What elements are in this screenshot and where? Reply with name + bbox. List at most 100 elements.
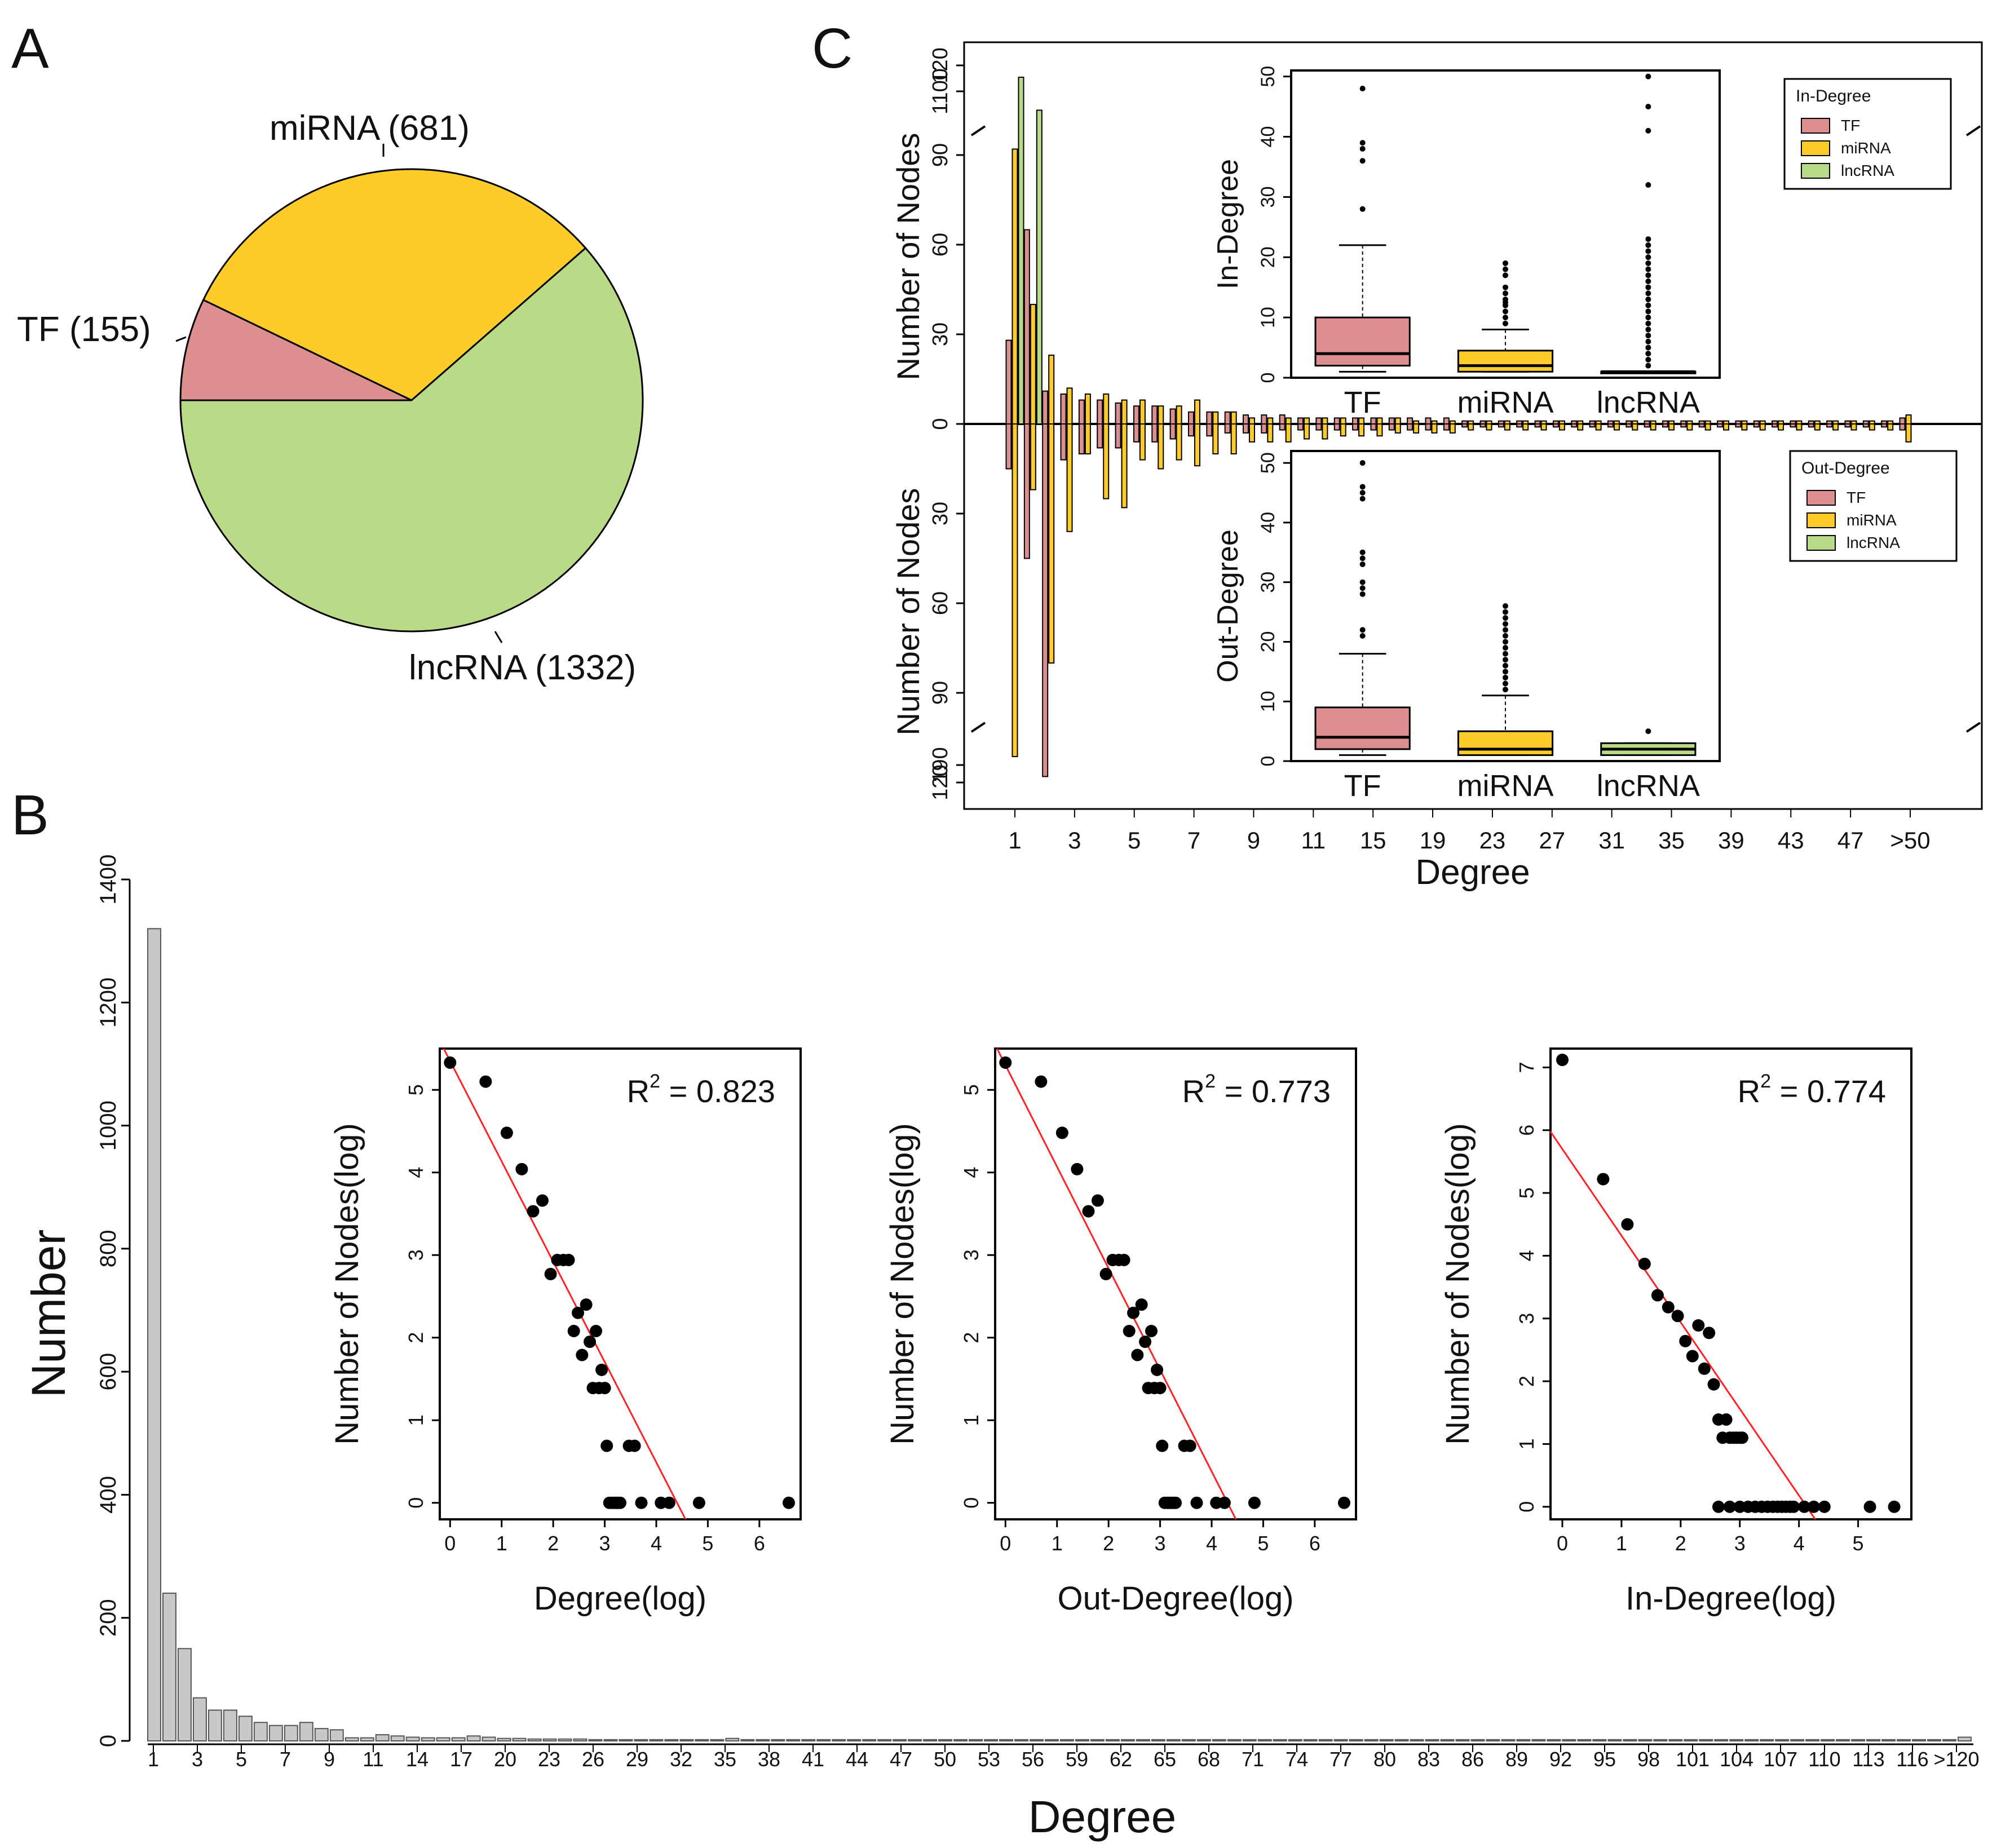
scatter-y-tick-label: 0 [960, 1497, 983, 1509]
hist-bar [436, 1737, 450, 1742]
mirror-bar-bottom [1078, 423, 1085, 454]
hist-bar [1105, 1739, 1120, 1741]
box-outlier [1359, 460, 1366, 466]
mirror-bar-top [1261, 414, 1267, 425]
scatter-point [500, 1126, 513, 1139]
box-outlier [1359, 627, 1366, 633]
scatter-point [572, 1306, 585, 1319]
hist-bar [1775, 1739, 1790, 1741]
mirror-bar-bottom [1394, 423, 1401, 434]
hist-bar [1090, 1739, 1105, 1741]
hist-bar [1501, 1739, 1516, 1741]
mirror-bar-top [1176, 405, 1182, 425]
hist-bar [1440, 1739, 1455, 1741]
scatter-y-tick-label: 1 [960, 1414, 983, 1426]
scatter-y-tick-label: 1 [1515, 1438, 1538, 1449]
scatter-x-tick-label: 0 [444, 1532, 456, 1555]
scatter-frame [994, 1047, 1357, 1520]
box-outlier [1359, 158, 1366, 164]
box-outlier [1645, 254, 1651, 260]
mirror-bar-bottom [1261, 423, 1267, 434]
scatter-point [1679, 1334, 1692, 1347]
box-x-label: TF [1344, 386, 1381, 419]
hist-bar [1805, 1739, 1820, 1741]
legend-swatch-mirna [1801, 140, 1830, 156]
box-y-tick-label: 0 [1257, 373, 1279, 383]
box-body-tf [1314, 316, 1411, 367]
legend-label: miRNA [1847, 511, 1897, 529]
hist-bar [1942, 1739, 1956, 1741]
mirror-bar-top [1023, 229, 1030, 425]
scatter-point [1720, 1413, 1733, 1426]
legend-swatch-lncrna [1806, 535, 1836, 551]
hist-bar [1562, 1739, 1576, 1741]
axis-break-mark [970, 125, 986, 136]
hist-bar [177, 1648, 192, 1741]
box-outlier [1503, 651, 1508, 657]
box-outlier [1503, 674, 1508, 680]
mirror-y-tick-label: 90 [929, 143, 952, 167]
mirror-bar-bottom [1103, 423, 1110, 499]
hist-bar [360, 1737, 374, 1742]
axis-break-mark [1965, 722, 1981, 733]
axis-break-mark [970, 722, 986, 733]
scatter-x-tick-label: 5 [702, 1532, 713, 1555]
mirror-bar-top [1097, 399, 1103, 425]
hist-bar [862, 1739, 877, 1741]
hist-bar [1531, 1739, 1546, 1741]
hist-bar [1958, 1736, 1972, 1741]
mirror-bar-bottom [1844, 423, 1851, 428]
mirror-y-tick-label: 1100 [929, 68, 952, 114]
scatter-point [1135, 1298, 1148, 1311]
hist-bar [1577, 1739, 1592, 1741]
r-squared-value: = 0.774 [1771, 1073, 1886, 1109]
mirror-y-tick-label: 0 [929, 418, 952, 430]
hist-bar [634, 1739, 648, 1741]
hist-bar [1212, 1739, 1226, 1741]
scatter-point [1787, 1500, 1800, 1513]
box-y-tick-label: 30 [1257, 572, 1279, 593]
scatter-point [1698, 1362, 1711, 1375]
scatter-point [1139, 1336, 1152, 1349]
scatter-point [1091, 1194, 1104, 1207]
hist-bar [771, 1739, 785, 1741]
mirror-bar-bottom [1558, 423, 1565, 431]
hist-bar [1836, 1739, 1850, 1741]
hist-bar [1790, 1739, 1805, 1741]
hist-x-tick-label: 83 [1417, 1748, 1440, 1771]
hist-bar [1912, 1739, 1927, 1741]
box-outlier [1645, 104, 1651, 110]
mirror-bar-bottom [1230, 423, 1237, 454]
scatter-point [1723, 1500, 1736, 1513]
mirror-bar-bottom [1243, 423, 1249, 434]
mirror-y-tick-label: 120 [929, 764, 952, 800]
box-outlier [1645, 272, 1651, 278]
hist-bar [1486, 1739, 1500, 1741]
hist-bar [1166, 1739, 1181, 1741]
legend-title: In-Degree [1796, 87, 1871, 105]
hist-bar [1638, 1739, 1653, 1741]
pie-slice-lncrna [179, 246, 644, 633]
hist-bar [314, 1728, 329, 1741]
box-outlier [1503, 621, 1508, 627]
hist-bar [542, 1738, 557, 1742]
mirror-bar-top [1230, 411, 1237, 425]
scatter-point [1798, 1500, 1811, 1513]
pie-label-tf: TF (155) [17, 310, 151, 349]
hist-x-tick-label: 47 [890, 1748, 912, 1771]
hist-x-tick-label: 80 [1373, 1748, 1396, 1771]
legend-label: lncRNA [1847, 534, 1900, 551]
mirror-y-tick-label: 60 [929, 591, 952, 615]
scatter-point [1218, 1496, 1231, 1509]
scatter-point [598, 1382, 611, 1395]
mirror-bar-bottom [1249, 423, 1256, 443]
scatter-point [544, 1267, 557, 1280]
hist-bar [284, 1725, 298, 1742]
hist-bar [1014, 1739, 1028, 1741]
hist-bar [923, 1739, 938, 1741]
hist-bar [147, 928, 161, 1741]
hist-bar [1927, 1739, 1941, 1741]
mirror-y-tick-label: 30 [929, 502, 952, 525]
hist-bar [999, 1739, 1014, 1741]
hist-bar [512, 1738, 527, 1741]
